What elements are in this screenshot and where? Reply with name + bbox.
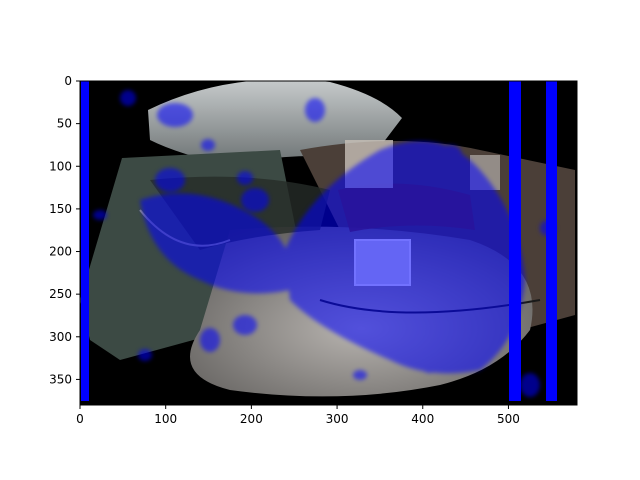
y-tick-label: 50	[57, 117, 72, 131]
y-tick-label: 350	[49, 372, 72, 386]
y-tick-label: 300	[49, 330, 72, 344]
x-tick-label: 500	[497, 412, 520, 426]
overlay-bar-left	[81, 81, 89, 401]
y-tick-label: 200	[49, 245, 72, 259]
overlay-bar-right-2	[546, 81, 557, 401]
y-tick-label: 0	[64, 74, 72, 88]
x-tick-label: 200	[240, 412, 263, 426]
y-axis: 0 50 100 150 200 250 300 350	[49, 74, 80, 386]
x-axis: 0 100 200 300 400 500	[76, 405, 520, 426]
x-tick-label: 300	[326, 412, 349, 426]
image-panel	[80, 81, 577, 405]
axes-frame	[79, 80, 578, 406]
overlay-bar-right-1	[509, 81, 521, 401]
x-tick-label: 400	[411, 412, 434, 426]
x-tick-label: 0	[76, 412, 84, 426]
y-tick-label: 250	[49, 287, 72, 301]
x-tick-label: 100	[154, 412, 177, 426]
y-tick-label: 150	[49, 202, 72, 216]
y-tick-label: 100	[49, 159, 72, 173]
overlay-blobs	[93, 90, 556, 397]
